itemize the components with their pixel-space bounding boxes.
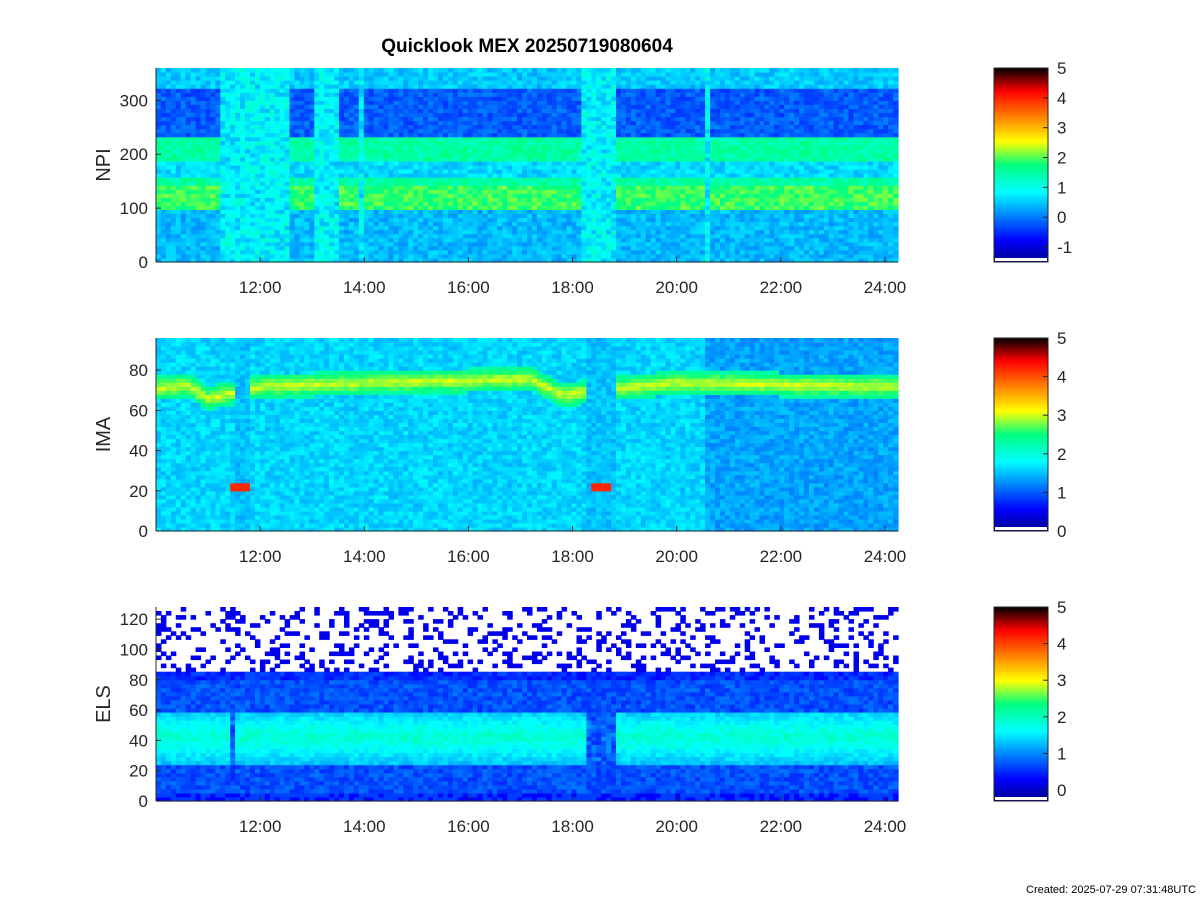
x-tick-label: 20:00 [655,817,698,836]
y-tick-label: 0 [139,522,148,541]
colorbar-tick-label: 3 [1057,671,1066,690]
x-tick-label: 12:00 [239,278,282,297]
colorbar-tick-label: 5 [1057,329,1066,348]
created-timestamp: Created: 2025-07-29 07:31:48UTC [1026,884,1196,896]
x-tick-label: 18:00 [551,817,594,836]
colorbar-tick-label: 3 [1057,406,1066,425]
x-tick-label: 22:00 [760,817,803,836]
x-tick-label: 20:00 [655,547,698,566]
y-tick-label: 60 [129,701,148,720]
colorbar-tick-label: 4 [1057,635,1066,654]
y-tick-label: 20 [129,482,148,501]
x-tick-label: 14:00 [343,817,386,836]
y-axis-label: IMA [93,416,115,452]
colorbar-npi: -1 0 1 2 3 4 5 [994,59,1072,262]
x-tick-label: 24:00 [864,278,907,297]
colorbar-gradient [994,68,1048,262]
spectrogram-npi [156,68,899,263]
colorbar-gradient [994,338,1048,531]
x-tick-label: 18:00 [551,547,594,566]
colorbar-tick-label: -1 [1057,238,1072,257]
y-tick-label: 40 [129,731,148,750]
y-tick-label: 100 [120,199,148,218]
y-tick-label: 100 [120,640,148,659]
x-tick-label: 12:00 [239,547,282,566]
colorbar-tick-label: 5 [1057,59,1066,78]
colorbar-tick-label: 4 [1057,368,1066,387]
colorbar-tick-label: 1 [1057,744,1066,763]
x-tick-label: 24:00 [864,547,907,566]
colorbar-els: 0 1 2 3 4 5 [994,598,1066,801]
colorbar-ima: 0 1 2 3 4 5 [994,329,1066,541]
colorbar-tick-label: 0 [1057,208,1066,227]
colorbar-under [995,527,1047,530]
colorbar-under [995,258,1047,261]
y-axis-label: NPI [93,148,115,181]
y-tick-label: 20 [129,762,148,781]
colorbar-tick-label: 1 [1057,483,1066,502]
colorbar-tick-label: 2 [1057,708,1066,727]
x-tick-label: 24:00 [864,817,907,836]
y-tick-label: 80 [129,671,148,690]
colorbar-tick-label: 0 [1057,781,1066,800]
y-axis-label: ELS [93,685,115,723]
x-tick-label: 18:00 [551,278,594,297]
x-tick-label: 12:00 [239,817,282,836]
y-tick-label: 0 [139,792,148,811]
x-tick-label: 14:00 [343,278,386,297]
y-tick-label: 80 [129,361,148,380]
colorbar-tick-label: 4 [1057,89,1066,108]
x-tick-label: 14:00 [343,547,386,566]
y-tick-label: 0 [139,253,148,272]
colorbar-gradient [994,607,1048,801]
y-tick-label: 200 [120,145,148,164]
y-tick-label: 120 [120,610,148,629]
x-tick-label: 16:00 [447,547,490,566]
y-tick-label: 300 [120,91,148,110]
colorbar-under [995,797,1047,800]
x-tick-label: 22:00 [760,278,803,297]
x-tick-label: 20:00 [655,278,698,297]
spectrogram-els [156,607,899,802]
colorbar-tick-label: 2 [1057,445,1066,464]
x-tick-label: 16:00 [447,278,490,297]
x-tick-label: 22:00 [760,547,803,566]
colorbar-tick-label: 5 [1057,598,1066,617]
panel-npi: 0 100 200 300 12:00 14:00 16:00 18:00 20:00 22:00… [93,59,1072,297]
spectrogram-ima [156,338,899,532]
y-tick-label: 40 [129,442,148,461]
colorbar-tick-label: 2 [1057,149,1066,168]
colorbar-tick-label: 0 [1057,522,1066,541]
colorbar-tick-label: 1 [1057,178,1066,197]
colorbar-tick-label: 3 [1057,119,1066,138]
y-tick-label: 60 [129,401,148,420]
x-tick-label: 16:00 [447,817,490,836]
